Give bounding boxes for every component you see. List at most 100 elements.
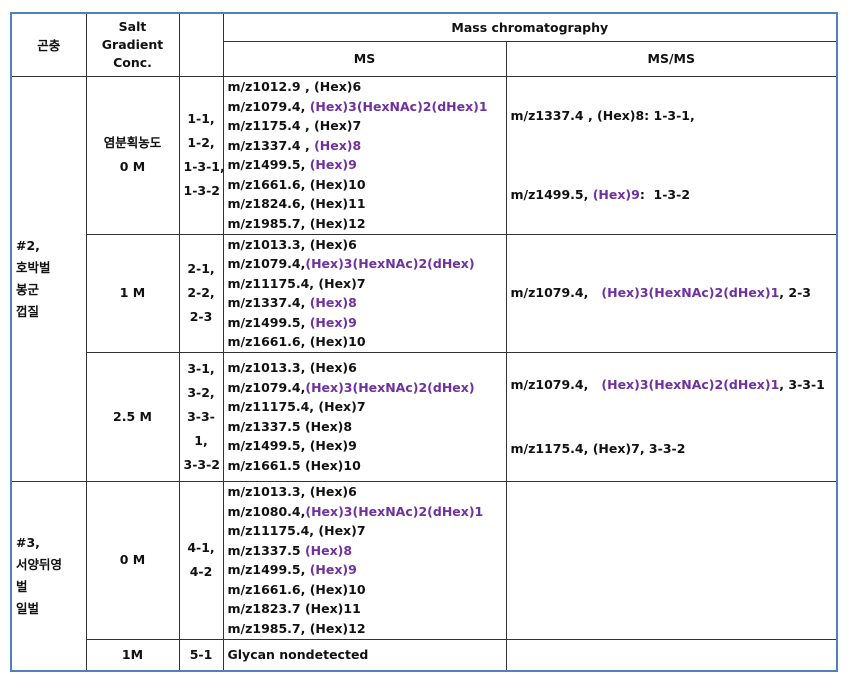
id-line: 3-1, <box>187 360 215 376</box>
conc-cell: 1M <box>85 638 180 671</box>
header-insect: 곤충 <box>10 12 87 77</box>
msms-line: m/z1079.4, (Hex)3(HexNAc)2(dHex)1, 2-3 <box>511 283 837 303</box>
ms-cell: m/z1013.3, (Hex)6 m/z1079.4,(Hex)3(HexNAc… <box>222 233 507 353</box>
text-segment: m/z1499.5, <box>227 157 310 172</box>
header-line: Conc. <box>113 54 152 70</box>
ms-line: m/z1499.5, (Hex)9 <box>228 436 502 456</box>
text-segment: m/z1661.6, (Hex)10 <box>227 581 366 597</box>
ms-line: m/z1337.5 (Hex)8 <box>228 541 502 561</box>
ms-cell: Glycan nondetected <box>222 638 507 671</box>
text-segment: m/z1079.4, <box>227 256 306 271</box>
msms-line: m/z1499.5, (Hex)9: 1-3-2 <box>511 185 837 205</box>
data-row: 1M 5-1 Glycan nondetected <box>11 638 838 671</box>
msms-box <box>507 482 836 638</box>
ms-line: m/z1661.5 (Hex)10 <box>228 456 502 476</box>
text-segment: , 2-3 <box>779 285 811 301</box>
text-segment: m/z1013.3, (Hex)6 <box>227 236 357 252</box>
conc-line: 0 M <box>119 159 146 174</box>
insect-line: 껍질 <box>16 303 40 319</box>
text-segment: m/z1661.6, (Hex)10 <box>227 334 366 349</box>
header-mass: Mass chromatography <box>222 12 838 42</box>
highlight-segment: (Hex)3(HexNAc)2(dHex)1 <box>305 503 484 519</box>
conc-line: 1 M <box>119 285 146 300</box>
conc-cell: 1 M <box>85 233 180 353</box>
highlight-segment: (Hex)8 <box>314 137 362 153</box>
ms-line: m/z11175.4, (Hex)7 <box>228 274 502 294</box>
conc-cell: 0 M <box>85 480 180 640</box>
ids-cell: 4-1, 4-2 <box>178 480 224 640</box>
ms-line: m/z1499.5, (Hex)9 <box>228 155 502 175</box>
text-segment: , 3-3-1 <box>779 376 825 392</box>
insect-line: #2, <box>16 237 40 253</box>
highlight-segment: (Hex)9 <box>309 157 357 172</box>
conc-cell: 2.5 M <box>85 351 180 482</box>
id-line: 1-2, <box>187 135 215 150</box>
text-segment: m/z1824.6, (Hex)11 <box>227 196 366 211</box>
msms-line: m/z1079.4, (Hex)3(HexNAc)2(dHex)1, 3-3-1 <box>511 375 837 395</box>
text-segment: : 1-3-2 <box>639 186 691 202</box>
conc-line: 1M <box>121 646 144 662</box>
msms-box: m/z1079.4, (Hex)3(HexNAc)2(dHex)1, 3-3-1… <box>507 353 837 480</box>
ms-cell: m/z1013.3, (Hex)6 m/z1080.4,(Hex)3(HexNAc… <box>222 480 507 640</box>
text-segment: m/z1337.4 , (Hex)8: 1-3-1, <box>510 108 695 123</box>
insect-cell: #2, 호박벌 봉군 껍질 <box>10 75 87 482</box>
header-ids <box>178 12 224 77</box>
text-segment: m/z1337.4 , <box>227 137 315 153</box>
text-segment: m/z1079.4, <box>227 98 310 114</box>
text-segment: m/z1499.5, <box>227 562 310 577</box>
ids-cell: 1-1, 1-2, 1-3-1, 1-3-2 <box>178 75 224 235</box>
insect-line: 서양뒤영 <box>16 556 63 572</box>
text-segment: m/z1985.7, (Hex)12 <box>227 620 366 636</box>
ms-line: m/z1661.6, (Hex)10 <box>227 332 502 351</box>
insect-line: 일벌 <box>16 600 40 616</box>
ms-line: m/z1499.5, (Hex)9 <box>228 560 502 580</box>
text-segment: m/z1985.7, (Hex)12 <box>227 215 366 231</box>
ids-cell: 2-1, 2-2, 2-3 <box>178 233 224 353</box>
text-segment: m/z11175.4, (Hex)7 <box>227 399 366 414</box>
text-segment: m/z1823.7 (Hex)11 <box>227 601 361 616</box>
highlight-segment: (Hex)8 <box>309 295 357 310</box>
ms-line: m/z1079.4,(Hex)3(HexNAc)2(dHex) <box>228 254 502 274</box>
header-ms: MS <box>222 40 507 77</box>
conc-line: 염분획농도 <box>103 135 162 150</box>
ms-line: m/z11175.4, (Hex)7 <box>228 397 502 417</box>
ms-line: m/z1175.4 , (Hex)7 <box>228 116 502 136</box>
id-line: 2-2, <box>187 285 215 300</box>
ms-line: m/z1823.7 (Hex)11 <box>228 599 502 619</box>
text-segment: m/z1499.5, (Hex)9 <box>227 438 357 453</box>
ms-line: m/z1824.6, (Hex)11 <box>228 194 502 214</box>
data-row: #3, 서양뒤영 벌 일벌 0 M 4-1, 4-2 m/z1013.3, (Hex)6 m/z… <box>10 480 838 671</box>
ids-cell: 3-1, 3-2, 3-3- 1, 3-3-2 <box>178 351 224 482</box>
table: 곤충 Salt Gradient Conc. Mass chromatography MS… <box>10 12 839 672</box>
header-salt: Salt Gradient Conc. <box>85 12 180 77</box>
text-segment: m/z1661.6, (Hex)10 <box>227 176 366 192</box>
id-line: 1-3-1, <box>183 159 223 174</box>
ms-line: m/z11175.4, (Hex)7 <box>228 521 502 541</box>
id-line: 3-2, <box>187 384 215 400</box>
id-line: 1, <box>194 432 208 448</box>
text-segment: m/z11175.4, (Hex)7 <box>227 275 366 291</box>
msms-cell: m/z1079.4, (Hex)3(HexNAc)2(dHex)1, 2-3 <box>505 233 838 353</box>
msms-line: m/z1337.4 , (Hex)8: 1-3-1, <box>511 106 837 126</box>
text-segment: m/z1337.4, <box>227 295 310 310</box>
id-line: 5-1 <box>189 646 213 662</box>
ms-line: m/z1985.7, (Hex)12 <box>228 214 502 234</box>
header-line: Gradient <box>101 36 164 52</box>
id-line: 4-1, <box>187 540 215 555</box>
text-segment: m/z1499.5, <box>227 314 310 330</box>
ms-line: m/z1079.4,(Hex)3(HexNAc)2(dHex) <box>228 378 502 398</box>
ms-line: m/z1661.6, (Hex)10 <box>228 580 502 600</box>
insect-line: #3, <box>16 534 40 550</box>
data-row: 2.5 M 3-1, 3-2, 3-3- 1, 3-3-2 m/z1013.3, (Hex)… <box>11 351 838 482</box>
msms-cell <box>505 480 838 640</box>
text-segment: m/z1013.3, (Hex)6 <box>227 360 357 375</box>
text-segment: m/z1337.5 <box>227 542 305 558</box>
text-segment: m/z1013.3, (Hex)6 <box>227 484 357 499</box>
ms-line: m/z1080.4,(Hex)3(HexNAc)2(dHex)1 <box>228 502 502 522</box>
text-segment: Glycan nondetected <box>227 646 369 662</box>
data-row: 1 M 2-1, 2-2, 2-3 m/z1013.3, (Hex)6 m/z1079.4… <box>11 233 838 353</box>
ids-cell: 5-1 <box>178 638 224 671</box>
ms-line: m/z1013.3, (Hex)6 <box>228 482 502 502</box>
msms-cell <box>505 638 838 671</box>
ms-cell: m/z1012.9 , (Hex)6 m/z1079.4, (Hex)3(HexN… <box>222 75 507 235</box>
